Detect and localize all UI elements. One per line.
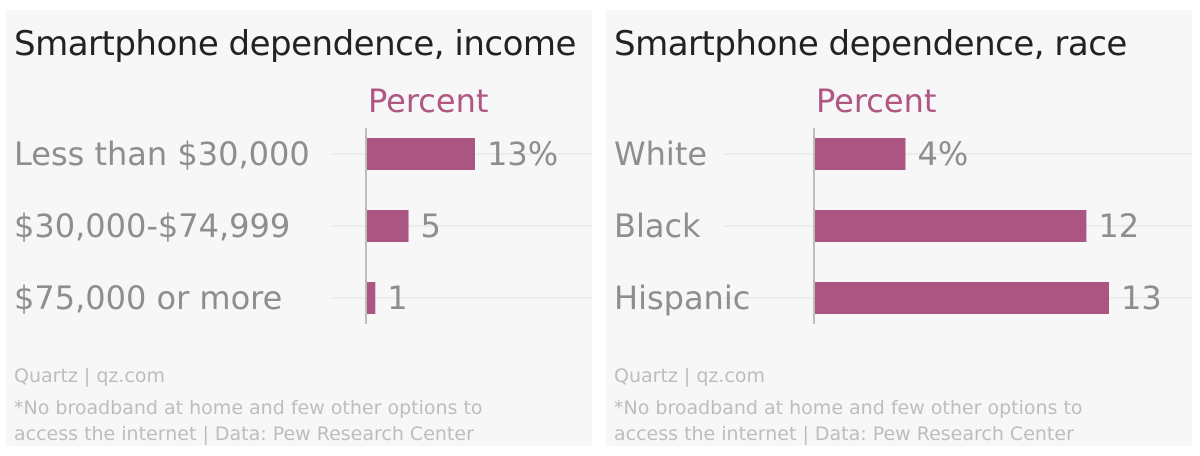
- bar: [815, 210, 1087, 242]
- bar: [367, 282, 376, 314]
- chart-title: Smartphone dependence, income: [14, 24, 576, 64]
- value-label: 1: [387, 279, 407, 317]
- value-label: 13%: [487, 135, 558, 173]
- chart-note: *No broadband at home and few other opti…: [614, 395, 1083, 447]
- chart-source: Quartz | qz.com: [614, 365, 766, 387]
- unit-label: Percent: [368, 82, 488, 120]
- chart-panel-income: Smartphone dependence, income Percent Les…: [6, 10, 592, 446]
- chart-source: Quartz | qz.com: [14, 365, 166, 387]
- unit-label: Percent: [816, 82, 936, 120]
- chart-note: *No broadband at home and few other opti…: [14, 395, 483, 447]
- category-label: $75,000 or more: [14, 279, 282, 317]
- bar: [815, 282, 1109, 314]
- bar: [815, 138, 906, 170]
- category-label: Black: [614, 207, 701, 245]
- bar: [367, 138, 475, 170]
- chart-note-line: *No broadband at home and few other opti…: [614, 397, 1083, 419]
- value-label: 12: [1098, 207, 1139, 245]
- category-label: Hispanic: [614, 279, 750, 317]
- value-label: 13: [1121, 279, 1162, 317]
- bar-chart-race: Percent White 4% Black 12 Hispanic 13: [614, 82, 1192, 324]
- category-label: Less than $30,000: [14, 135, 310, 173]
- chart-title: Smartphone dependence, race: [614, 24, 1127, 64]
- bar: [367, 210, 409, 242]
- value-label: 4%: [917, 135, 968, 173]
- value-label: 5: [421, 207, 441, 245]
- chart-note-line: access the internet | Data: Pew Research…: [614, 423, 1074, 445]
- chart-panel-race: Smartphone dependence, race Percent White…: [606, 10, 1192, 446]
- bar-chart-income: Percent Less than $30,000 13% $30,000-$74,9…: [14, 82, 592, 324]
- category-label: $30,000-$74,999: [14, 207, 290, 245]
- category-label: White: [614, 135, 707, 173]
- chart-note-line: access the internet | Data: Pew Research…: [14, 423, 474, 445]
- chart-note-line: *No broadband at home and few other opti…: [14, 397, 483, 419]
